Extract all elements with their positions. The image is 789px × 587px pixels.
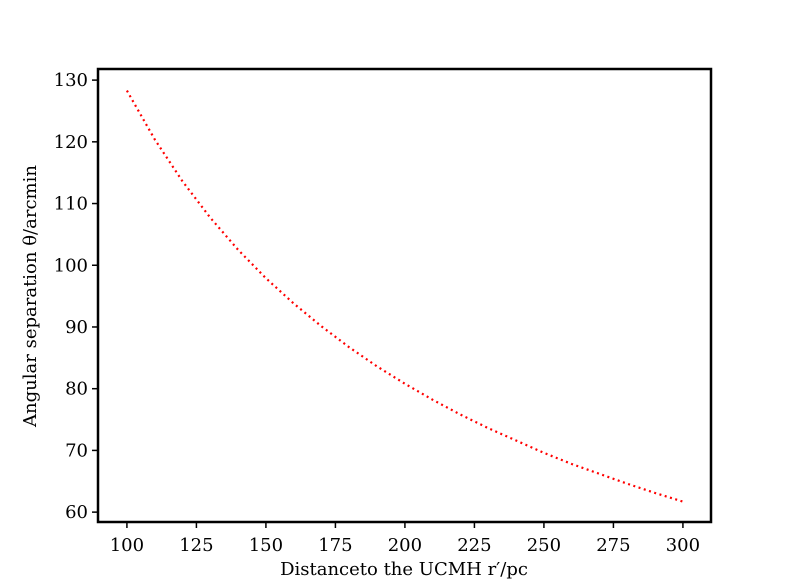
- x-tick-label: 100: [110, 535, 144, 556]
- plot-frame: [96, 67, 713, 524]
- x-tick-label: 225: [457, 535, 491, 556]
- y-tick-label: 110: [54, 194, 88, 215]
- x-tick-label: 250: [527, 535, 561, 556]
- y-tick-label: 80: [65, 379, 88, 400]
- y-tick-label: 130: [54, 70, 88, 91]
- y-axis-label: Angular separation θ/arcmin: [20, 165, 41, 428]
- x-tick-label: 150: [249, 535, 283, 556]
- y-tick-label: 90: [65, 317, 88, 338]
- y-tick-label: 70: [65, 440, 88, 461]
- x-tick-label: 300: [666, 535, 700, 556]
- y-tick-label: 60: [65, 502, 88, 523]
- x-tick-label: 275: [596, 535, 630, 556]
- x-axis-label: Distanceto the UCMH r′/pc: [280, 559, 528, 580]
- x-tick-label: 200: [388, 535, 422, 556]
- data-line: [125, 90, 684, 503]
- y-tick-label: 120: [54, 132, 88, 153]
- x-tick-label: 125: [179, 535, 213, 556]
- x-tick-label: 175: [318, 535, 352, 556]
- y-tick-label: 100: [54, 255, 88, 276]
